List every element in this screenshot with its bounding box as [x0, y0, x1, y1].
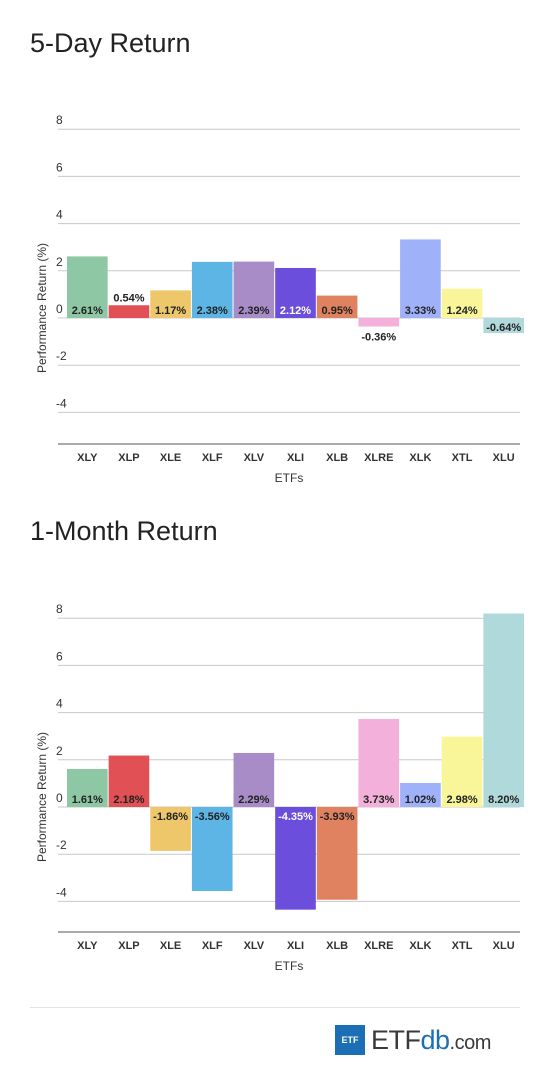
- data-label: 2.12%: [280, 305, 311, 317]
- x-tick-label: XLU: [493, 940, 515, 952]
- x-tick-label: XLY: [77, 940, 98, 952]
- x-tick-label: XLB: [326, 940, 348, 952]
- y-tick-label: 0: [56, 302, 63, 316]
- x-tick-label: XLP: [118, 940, 139, 952]
- y-tick-label: 6: [56, 649, 63, 663]
- x-axis-label: ETFs: [275, 471, 304, 485]
- y-tick-label: 6: [56, 160, 63, 174]
- bar-xle[interactable]: [150, 807, 191, 851]
- bar-xlf[interactable]: [191, 261, 233, 318]
- bar-xlk[interactable]: [400, 239, 441, 318]
- data-label: -3.56%: [195, 811, 230, 823]
- chart-title-1month: 1-Month Return: [30, 516, 218, 546]
- bar-xlb[interactable]: [316, 807, 358, 900]
- x-tick-label: XLP: [118, 452, 139, 464]
- x-tick-label: XLK: [409, 452, 431, 464]
- data-label: 1.17%: [155, 305, 186, 317]
- bar-xlre[interactable]: [358, 718, 400, 807]
- bar-xlv[interactable]: [233, 752, 275, 807]
- data-label: 2.39%: [238, 305, 269, 317]
- data-label: 2.18%: [113, 794, 144, 806]
- x-tick-label: XTL: [452, 452, 473, 464]
- data-label: 3.33%: [405, 305, 436, 317]
- bar-xlu[interactable]: [483, 613, 524, 807]
- data-label: 2.29%: [238, 794, 269, 806]
- bar-xlk[interactable]: [400, 782, 441, 807]
- data-label: 2.61%: [72, 305, 103, 317]
- bar-xlp[interactable]: [108, 755, 150, 807]
- chart-title-5day: 5-Day Return: [30, 28, 191, 58]
- bar-xle[interactable]: [150, 290, 191, 318]
- etfdb-logo[interactable]: ETF ETFdb.com: [335, 1023, 491, 1057]
- x-tick-label: XLF: [202, 452, 223, 464]
- bar-xtl[interactable]: [441, 736, 483, 807]
- chart-1month-return: 8 6 4 2 0 -2 -4 Performance Return (%) 1.61% XLY 2…: [35, 602, 524, 973]
- data-label: 8.20%: [488, 794, 519, 806]
- logo-wordmark: ETFdb.com: [371, 1024, 491, 1055]
- y-tick-label: 4: [56, 208, 63, 222]
- x-tick-label: XLU: [493, 452, 515, 464]
- data-label: -4.35%: [278, 811, 313, 823]
- x-tick-label: XLRE: [364, 452, 393, 464]
- y-tick-label: 0: [56, 791, 63, 805]
- x-tick-label: XLRE: [364, 940, 393, 952]
- data-label: -0.36%: [361, 331, 396, 343]
- x-tick-label: XLK: [409, 940, 431, 952]
- x-tick-label: XLV: [244, 940, 265, 952]
- data-label: 1.61%: [72, 794, 103, 806]
- data-label: 3.73%: [363, 794, 394, 806]
- y-tick-label: -2: [56, 838, 67, 852]
- footer-divider: [30, 1007, 520, 1008]
- y-tick-label: 8: [56, 113, 63, 127]
- bar-xtl[interactable]: [441, 288, 483, 318]
- y-tick-label: -4: [56, 885, 67, 899]
- bar-xlp[interactable]: [108, 305, 150, 318]
- chart-5day-return: 8 6 4 2 0 -2 -4 Performance Return (%) 2.61% XLY 0…: [35, 113, 524, 485]
- etf-logo-icon: ETF: [335, 1025, 365, 1055]
- bar-xlf[interactable]: [191, 807, 233, 892]
- data-label: -1.86%: [153, 811, 188, 823]
- y-tick-label: 4: [56, 697, 63, 711]
- x-tick-label: XLY: [77, 452, 98, 464]
- x-axis-label: ETFs: [275, 959, 304, 973]
- x-tick-label: XTL: [452, 940, 473, 952]
- bar-xly[interactable]: [67, 256, 108, 318]
- x-tick-label: XLV: [244, 452, 265, 464]
- y-tick-label: 2: [56, 255, 63, 269]
- data-label: 2.98%: [446, 794, 477, 806]
- x-tick-label: XLE: [160, 452, 181, 464]
- bar-xlre[interactable]: [358, 318, 400, 327]
- data-label: 2.38%: [197, 305, 228, 317]
- bar-xly[interactable]: [67, 769, 108, 807]
- data-label: -3.93%: [320, 811, 355, 823]
- data-label: 1.02%: [405, 794, 436, 806]
- y-tick-label: -2: [56, 349, 67, 363]
- x-tick-label: XLI: [287, 452, 304, 464]
- x-tick-label: XLB: [326, 452, 348, 464]
- data-label: 0.54%: [113, 292, 144, 304]
- bar-xli[interactable]: [275, 267, 316, 318]
- bar-xlb[interactable]: [316, 295, 358, 318]
- x-tick-label: XLF: [202, 940, 223, 952]
- y-tick-label: -4: [56, 396, 67, 410]
- data-label: -0.64%: [486, 322, 521, 334]
- data-label: 1.24%: [446, 305, 477, 317]
- x-tick-label: XLI: [287, 940, 304, 952]
- bar-xlu[interactable]: [483, 318, 524, 334]
- y-axis-label: Performance Return (%): [35, 732, 49, 862]
- y-axis-label: Performance Return (%): [35, 243, 49, 373]
- bar-xlv[interactable]: [233, 261, 275, 318]
- bar-xli[interactable]: [275, 807, 316, 910]
- x-tick-label: XLE: [160, 940, 181, 952]
- y-tick-label: 2: [56, 744, 63, 758]
- y-tick-label: 8: [56, 602, 63, 616]
- data-label: 0.95%: [322, 305, 353, 317]
